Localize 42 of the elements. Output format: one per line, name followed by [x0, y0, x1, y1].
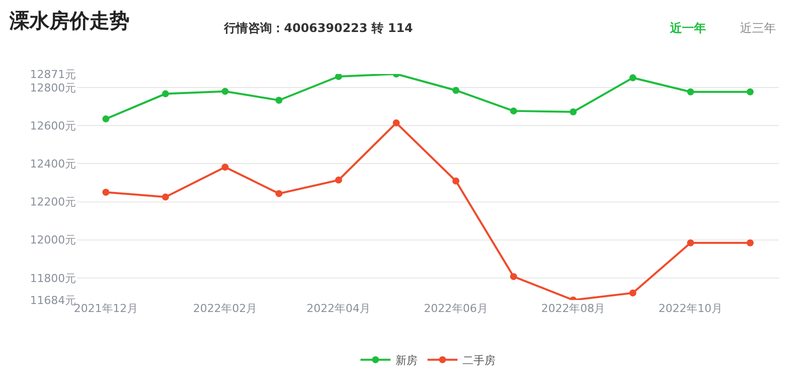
- point: [162, 194, 169, 200]
- y-tick-label: 12200元: [30, 196, 76, 209]
- y-tick-label: 12400元: [30, 158, 76, 171]
- point: [687, 239, 694, 246]
- point: [162, 90, 169, 98]
- x-tick-label: 2022年06月: [424, 302, 488, 315]
- point: [335, 176, 342, 184]
- point: [222, 88, 229, 95]
- y-tick-label: 12871元: [30, 68, 76, 81]
- point: [392, 119, 400, 126]
- y-tick-label: 12000元: [30, 234, 76, 247]
- point: [746, 239, 754, 246]
- y-tick-label: 12800元: [30, 81, 76, 94]
- y-tick-label: 11800元: [30, 272, 76, 285]
- text: 近三年: [740, 21, 776, 35]
- x-tick-label: 2021年12月: [74, 302, 138, 315]
- x-tick-label: 2022年02月: [193, 302, 258, 315]
- legend-label: 二手房: [462, 354, 496, 367]
- y-tick-label: 11684元: [30, 294, 76, 307]
- text: 近一年: [669, 21, 706, 35]
- point: [102, 115, 110, 122]
- point: [222, 164, 229, 171]
- y-tick-label: 12600元: [30, 119, 76, 132]
- point: [510, 107, 518, 114]
- point: [335, 74, 342, 80]
- chart-subtitle: 行情咨询：4006390223 转 114: [223, 21, 413, 35]
- point: [629, 289, 636, 296]
- point: [102, 188, 110, 196]
- x-tick-label: 2022年04月: [306, 302, 371, 315]
- point: [452, 86, 460, 94]
- point: [452, 178, 460, 184]
- legend-label: 新房: [396, 354, 418, 367]
- x-tick-label: 2022年10月: [658, 302, 723, 315]
- point: [275, 96, 282, 104]
- point: [275, 190, 282, 198]
- chart-title: 溧水房价走势: [8, 8, 130, 33]
- point: [687, 88, 694, 96]
- x-tick-label: 2022年08月: [541, 302, 606, 315]
- point: [629, 74, 636, 82]
- point: [746, 88, 754, 96]
- point: [570, 108, 577, 116]
- point: [510, 273, 518, 280]
